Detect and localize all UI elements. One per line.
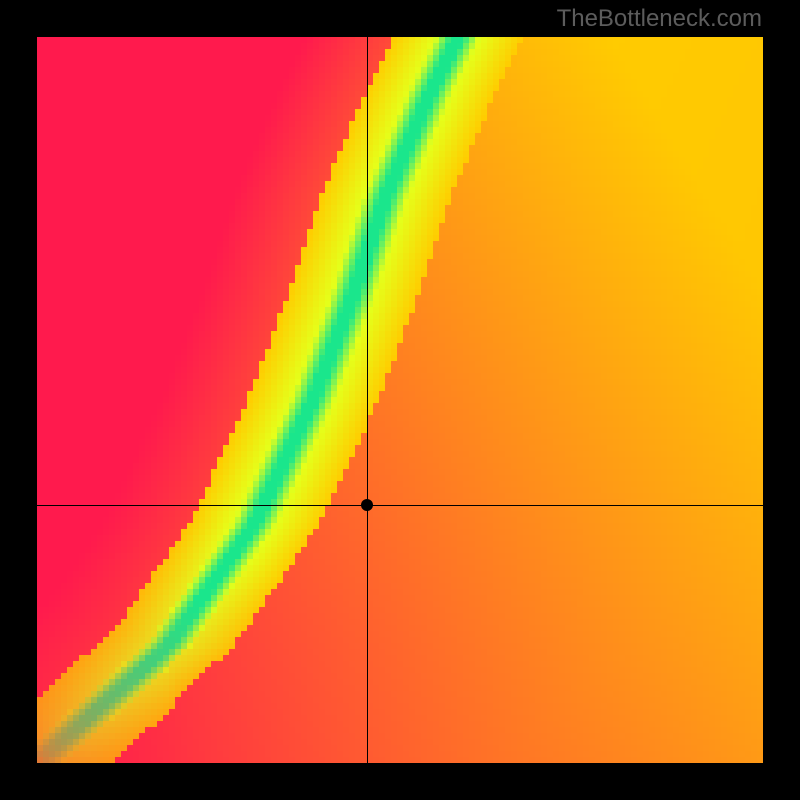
heatmap-canvas	[37, 37, 763, 763]
watermark-text: TheBottleneck.com	[557, 5, 762, 33]
crosshair-vertical	[367, 37, 368, 763]
crosshair-horizontal	[37, 505, 763, 506]
heatmap-plot	[37, 37, 763, 763]
crosshair-marker	[361, 499, 373, 511]
